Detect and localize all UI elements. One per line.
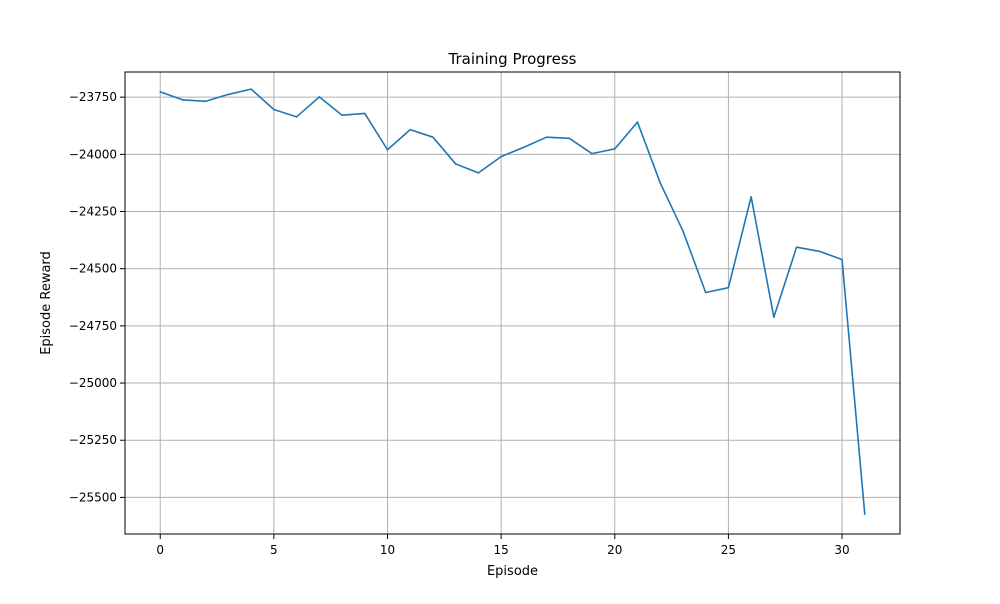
y-tick-label: −25250 xyxy=(69,433,117,447)
data-point xyxy=(432,136,434,138)
series-line-layer xyxy=(159,88,866,515)
y-tick-label: −25000 xyxy=(69,376,117,390)
y-tick-label: −24000 xyxy=(69,147,117,161)
data-point xyxy=(818,250,821,253)
data-point xyxy=(636,121,639,123)
data-point xyxy=(795,246,798,248)
data-point xyxy=(568,137,571,140)
x-tick-label: 0 xyxy=(156,543,164,557)
data-point xyxy=(545,136,548,138)
plot-area-frame xyxy=(124,71,901,535)
data-point xyxy=(750,196,752,198)
data-point xyxy=(477,172,480,174)
y-tick-label: −24500 xyxy=(69,262,117,276)
y-tick-label: −23750 xyxy=(69,90,117,104)
x-tick-label: 30 xyxy=(834,543,849,557)
grid-lines xyxy=(125,72,900,534)
data-point xyxy=(613,148,616,150)
y-axis-ticks: −25500 −25250 −25000 −24750 −24500 −24250 −240… xyxy=(69,90,125,504)
x-tick-label: 5 xyxy=(270,543,278,557)
y-tick-label: −24250 xyxy=(69,205,117,219)
x-tick-label: 15 xyxy=(493,543,508,557)
data-point xyxy=(591,152,593,155)
y-tick-label: −25500 xyxy=(69,490,117,504)
x-tick-label: 25 xyxy=(721,543,736,557)
data-point xyxy=(523,146,525,149)
data-point xyxy=(863,513,866,515)
data-point xyxy=(841,258,843,261)
data-point xyxy=(250,88,252,90)
data-point xyxy=(409,128,412,131)
data-point xyxy=(727,286,730,289)
data-point xyxy=(227,93,230,96)
data-point xyxy=(318,96,321,98)
data-point xyxy=(500,155,502,158)
data-point xyxy=(273,108,275,111)
x-tick-label: 10 xyxy=(380,543,395,557)
data-point xyxy=(204,100,207,103)
chart-title: Training Progress xyxy=(448,50,577,68)
data-point xyxy=(295,116,298,118)
data-point xyxy=(341,114,343,117)
data-point xyxy=(454,163,457,165)
y-tick-label: −24750 xyxy=(69,319,117,333)
y-axis-label: Episode Reward xyxy=(39,251,54,355)
data-point xyxy=(182,99,184,101)
data-point xyxy=(659,182,662,184)
data-point xyxy=(386,148,389,151)
x-axis-label: Episode xyxy=(487,564,538,579)
data-point xyxy=(773,316,775,318)
x-tick-label: 20 xyxy=(607,543,622,557)
data-point xyxy=(159,91,162,93)
reward-series-line xyxy=(159,88,866,515)
data-point xyxy=(363,112,366,115)
data-point xyxy=(704,291,707,294)
data-point xyxy=(682,230,684,232)
x-axis-ticks: 0 5 10 15 20 25 30 xyxy=(156,534,850,557)
